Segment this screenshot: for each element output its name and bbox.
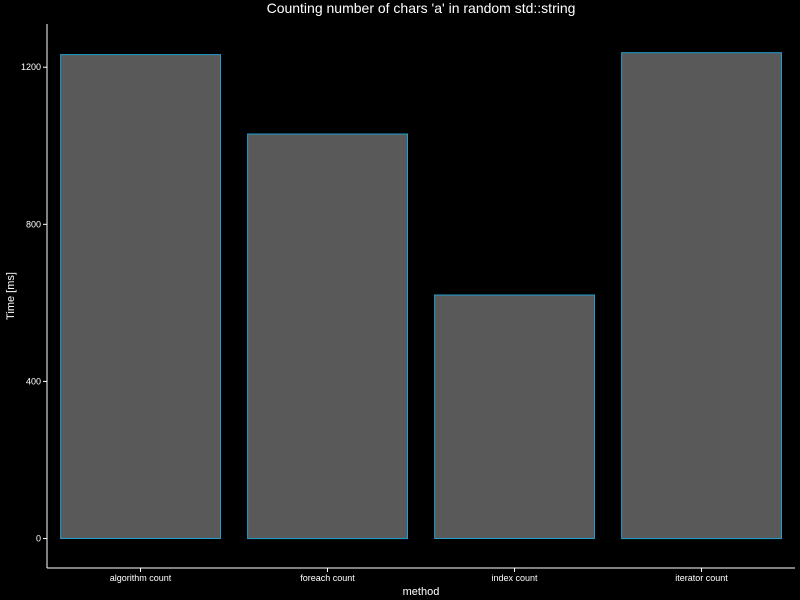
chart-title: Counting number of chars 'a' in random s… bbox=[267, 0, 576, 16]
x-tick-label: foreach count bbox=[300, 573, 355, 583]
bar-foreach-count bbox=[247, 133, 408, 540]
x-tick-label: iterator count bbox=[675, 573, 728, 583]
y-axis-title: Time [ms] bbox=[5, 272, 17, 320]
bar-index-count bbox=[434, 294, 595, 539]
y-ticks-layer: 0 400 800 1200 bbox=[21, 62, 47, 544]
y-tick-label: 400 bbox=[26, 376, 41, 386]
bar-iterator-count bbox=[621, 52, 782, 540]
bar-algorithm-count bbox=[60, 54, 221, 539]
x-ticks-layer: algorithm count foreach count index count i… bbox=[110, 568, 728, 583]
y-tick-label: 800 bbox=[26, 219, 41, 229]
x-tick-label: algorithm count bbox=[110, 573, 172, 583]
x-axis-title: method bbox=[403, 586, 440, 598]
y-tick-label: 1200 bbox=[21, 62, 41, 72]
x-tick-label: index count bbox=[491, 573, 538, 583]
bars-layer bbox=[60, 52, 782, 540]
y-tick-label: 0 bbox=[36, 534, 41, 544]
